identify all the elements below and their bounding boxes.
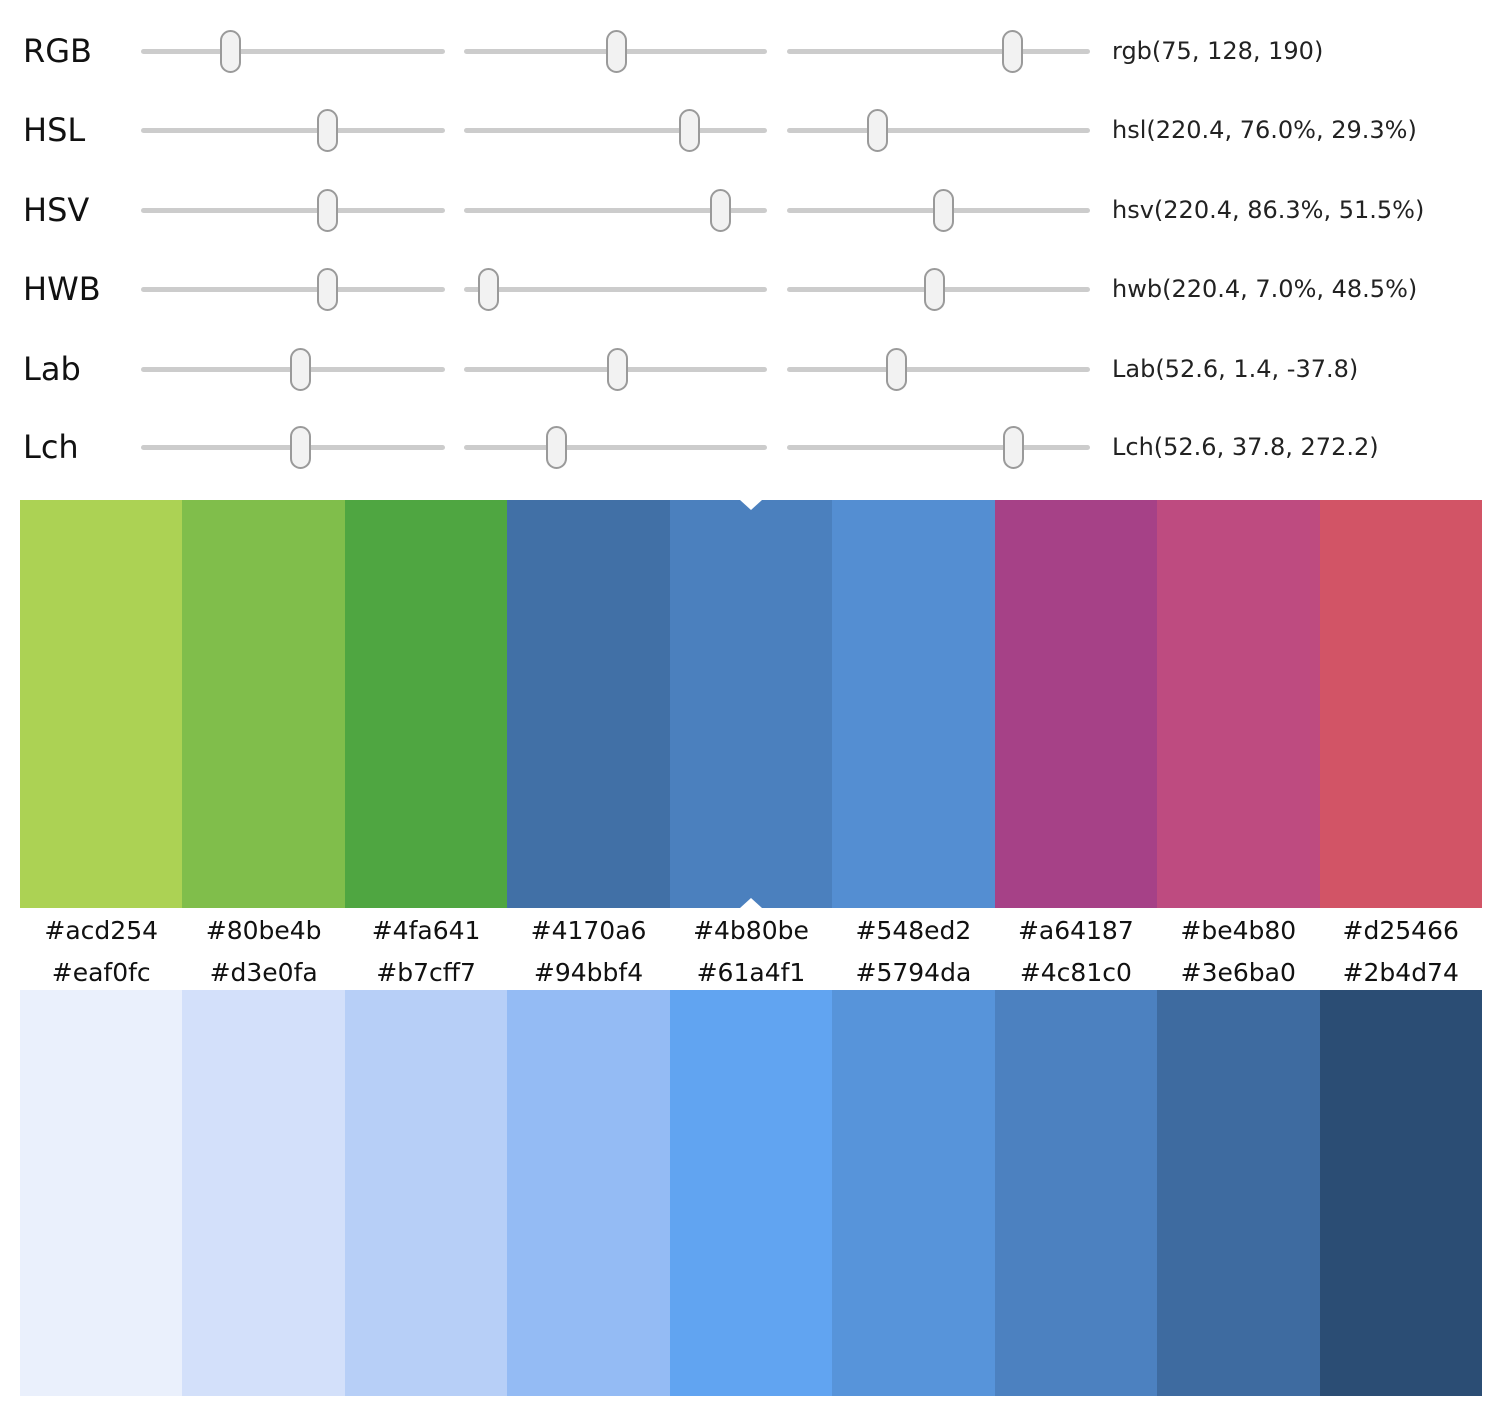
slider-thumb-3[interactable] [924,267,946,311]
slider-track-3[interactable] [787,108,1090,152]
slider-track-1[interactable] [141,29,445,73]
scale-swatch[interactable] [182,990,345,1396]
scale-hex-label: #b7cff7 [376,958,476,987]
scale-hex-label: #61a4f1 [696,958,806,987]
color-model-label: HWB [23,270,101,308]
palette-strip [20,500,1482,908]
scale-swatch[interactable] [994,990,1158,1396]
scale-hex-label: #2b4d74 [1342,958,1459,987]
scale-swatch[interactable] [20,990,183,1396]
slider-track-2[interactable] [464,347,767,391]
scale-hex-label: #3e6ba0 [1180,958,1296,987]
slider-thumb-2[interactable] [477,267,499,311]
slider-track-2[interactable] [464,425,767,469]
palette-swatch[interactable] [669,500,833,908]
color-model-label: Lab [23,350,81,388]
slider-thumb-1[interactable] [219,29,241,73]
color-value-text: Lch(52.6, 37.8, 272.2) [1112,433,1379,461]
palette-hex-label: #80be4b [205,916,322,945]
color-value-text: hsl(220.4, 76.0%, 29.3%) [1112,116,1417,144]
slider-track-3[interactable] [787,267,1090,311]
slider-thumb-2[interactable] [679,108,701,152]
color-value-text: hsv(220.4, 86.3%, 51.5%) [1112,196,1425,224]
slider-thumb-1[interactable] [290,425,312,469]
color-model-label: HSL [23,111,86,149]
slider-thumb-3[interactable] [1003,425,1025,469]
slider-track-3[interactable] [787,188,1090,232]
scale-hex-label: #5794da [855,958,972,987]
slider-track-1[interactable] [141,108,445,152]
color-value-text: hwb(220.4, 7.0%, 48.5%) [1112,275,1418,303]
slider-track-2[interactable] [464,267,767,311]
slider-track-1[interactable] [141,267,445,311]
slider-track-3[interactable] [787,29,1090,73]
scale-hex-label: #eaf0fc [51,958,151,987]
palette-hex-label: #4170a6 [530,916,647,945]
slider-thumb-3[interactable] [867,108,889,152]
slider-thumb-1[interactable] [290,347,312,391]
slider-thumb-3[interactable] [932,188,954,232]
slider-track-1[interactable] [141,347,445,391]
scale-hex-label: #d3e0fa [209,958,318,987]
palette-swatch[interactable] [994,500,1158,908]
palette-swatch[interactable] [507,500,670,908]
slider-thumb-1[interactable] [316,108,338,152]
palette-swatch[interactable] [832,500,995,908]
palette-hex-label: #d25466 [1342,916,1459,945]
slider-thumb-2[interactable] [606,347,628,391]
scale-hex-label: #94bbf4 [533,958,644,987]
color-value-text: rgb(75, 128, 190) [1112,37,1324,65]
palette-hex-label: #a64187 [1017,916,1134,945]
scale-swatch[interactable] [507,990,670,1396]
scale-swatch[interactable] [344,990,508,1396]
scale-swatch[interactable] [1157,990,1320,1396]
scale-hex-label: #4c81c0 [1019,958,1132,987]
slider-track-2[interactable] [464,188,767,232]
slider-thumb-2[interactable] [605,29,627,73]
slider-track-1[interactable] [141,425,445,469]
color-model-label: HSV [23,191,90,229]
scale-swatch[interactable] [832,990,995,1396]
palette-hex-label: #be4b80 [1180,916,1297,945]
slider-track-1[interactable] [141,188,445,232]
palette-swatch[interactable] [344,500,508,908]
slider-track-3[interactable] [787,347,1090,391]
slider-thumb-2[interactable] [709,188,731,232]
color-model-label: RGB [23,32,92,70]
slider-thumb-2[interactable] [546,425,568,469]
slider-thumb-1[interactable] [316,188,338,232]
selection-caret-top-icon [740,500,762,510]
slider-track-2[interactable] [464,29,767,73]
slider-thumb-3[interactable] [1002,29,1024,73]
slider-thumb-1[interactable] [316,267,338,311]
scale-swatch[interactable] [1319,990,1482,1396]
palette-hex-label: #4b80be [693,916,809,945]
slider-thumb-3[interactable] [885,347,907,391]
palette-swatch[interactable] [1319,500,1482,908]
slider-track-3[interactable] [787,425,1090,469]
palette-hex-labels: #acd254 #80be4b #4fa641 #4170a6 #4b80be #548e… [20,916,1482,946]
palette-hex-label: #4fa641 [371,916,481,945]
palette-hex-label: #548ed2 [855,916,972,945]
color-value-text: Lab(52.6, 1.4, -37.8) [1112,355,1359,383]
slider-track-2[interactable] [464,108,767,152]
scale-strip [20,990,1482,1396]
palette-hex-label: #acd254 [44,916,159,945]
scale-swatch[interactable] [669,990,833,1396]
selection-caret-bottom-icon [740,898,762,908]
palette-swatch[interactable] [1157,500,1320,908]
palette-swatch[interactable] [182,500,345,908]
palette-swatch[interactable] [20,500,183,908]
scale-hex-labels: #eaf0fc #d3e0fa #b7cff7 #94bbf4 #61a4f1 #5794… [20,958,1482,988]
color-model-label: Lch [23,428,79,466]
